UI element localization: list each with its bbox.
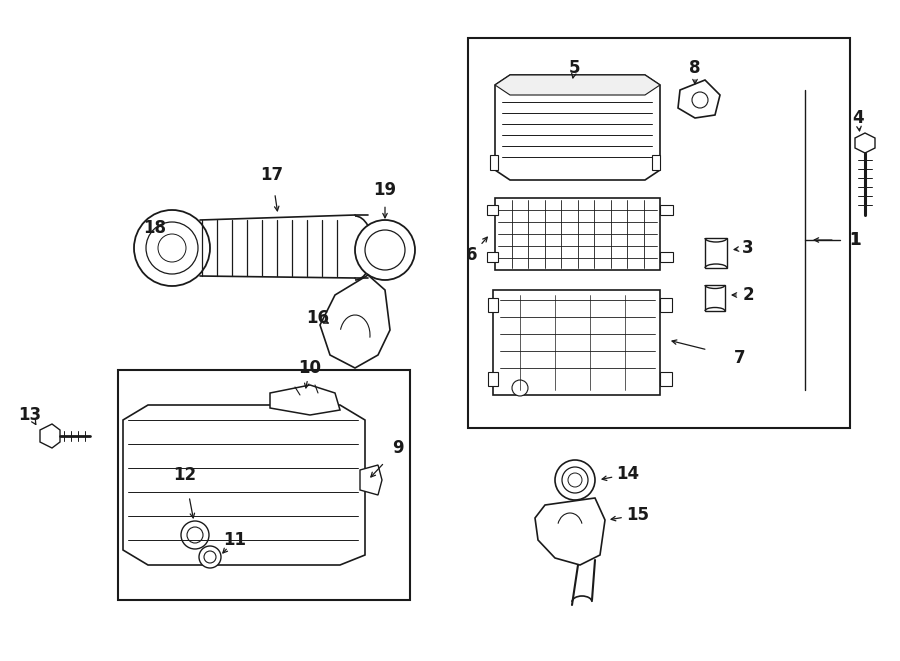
Text: 19: 19 [374, 181, 397, 199]
Circle shape [555, 460, 595, 500]
Text: 5: 5 [569, 59, 580, 77]
Circle shape [568, 473, 582, 487]
Text: 1: 1 [850, 231, 860, 249]
Circle shape [562, 467, 588, 493]
Polygon shape [495, 198, 660, 270]
Text: 13: 13 [18, 406, 41, 424]
Polygon shape [660, 298, 672, 312]
Text: 17: 17 [260, 166, 284, 184]
Text: 4: 4 [852, 109, 864, 127]
Circle shape [187, 527, 203, 543]
Circle shape [365, 230, 405, 270]
Bar [705, 238, 727, 268]
Text: 15: 15 [626, 506, 650, 524]
Text: 10: 10 [299, 359, 321, 377]
Circle shape [512, 380, 528, 396]
Circle shape [204, 551, 216, 563]
Text: 2: 2 [742, 286, 754, 304]
Polygon shape [660, 372, 672, 386]
Polygon shape [493, 290, 660, 395]
Bar [468, 38, 850, 428]
Polygon shape [495, 75, 660, 180]
Polygon shape [320, 275, 390, 368]
Polygon shape [855, 133, 875, 153]
Polygon shape [678, 80, 720, 118]
Text: 7: 7 [734, 349, 746, 367]
Bar [705, 285, 725, 311]
Circle shape [158, 234, 186, 262]
Polygon shape [123, 405, 365, 565]
Polygon shape [270, 385, 340, 415]
Text: 11: 11 [223, 531, 247, 549]
Bar [118, 370, 410, 600]
Text: 16: 16 [307, 309, 329, 327]
Polygon shape [495, 75, 660, 95]
Circle shape [355, 220, 415, 280]
Polygon shape [652, 155, 660, 170]
Polygon shape [488, 372, 498, 386]
Text: 9: 9 [392, 439, 404, 457]
Polygon shape [660, 252, 673, 262]
Circle shape [199, 546, 221, 568]
Polygon shape [535, 498, 605, 565]
Text: 18: 18 [143, 219, 166, 237]
Text: 8: 8 [689, 59, 701, 77]
Text: 12: 12 [174, 466, 196, 484]
Text: 3: 3 [742, 239, 754, 257]
Text: 14: 14 [616, 465, 640, 483]
Polygon shape [490, 155, 498, 170]
Text: 6: 6 [466, 246, 478, 264]
Polygon shape [360, 465, 382, 495]
Polygon shape [488, 298, 498, 312]
Polygon shape [40, 424, 60, 448]
Polygon shape [487, 205, 498, 215]
Circle shape [181, 521, 209, 549]
Circle shape [692, 92, 708, 108]
Polygon shape [487, 252, 498, 262]
Circle shape [134, 210, 210, 286]
Text: 1: 1 [850, 231, 860, 249]
Polygon shape [660, 205, 673, 215]
Circle shape [146, 222, 198, 274]
